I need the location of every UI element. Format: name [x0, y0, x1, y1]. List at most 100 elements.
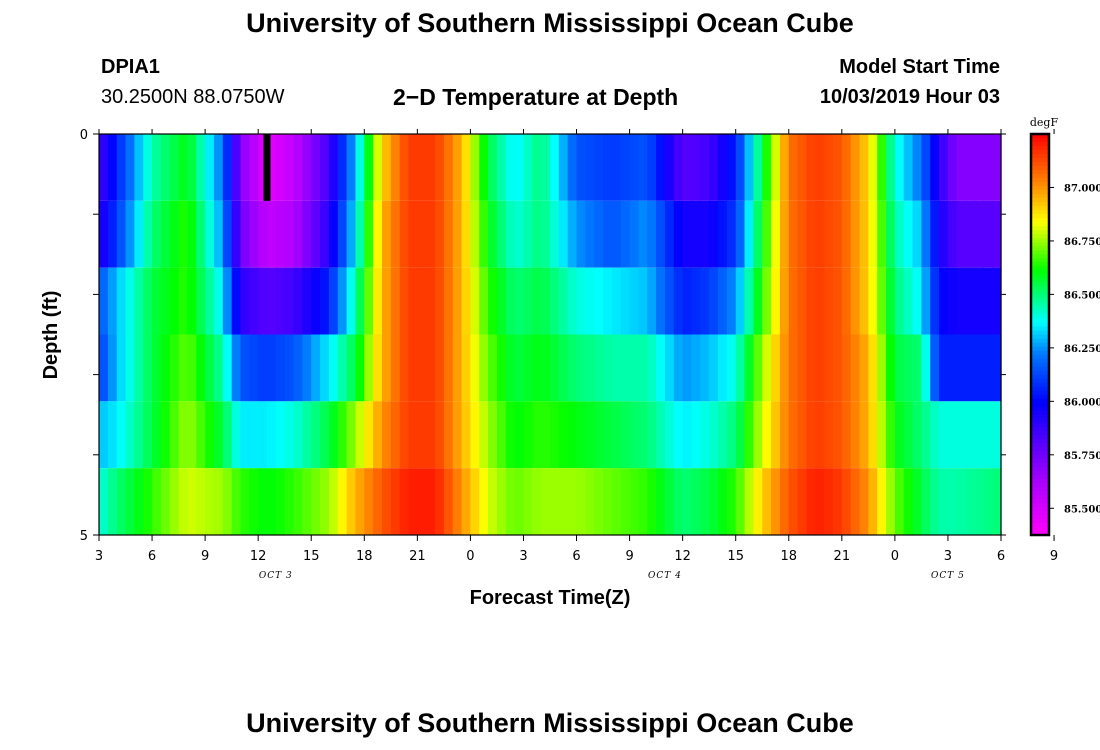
colorbar-segment: [1031, 466, 1049, 472]
heatmap-cell: [797, 468, 808, 535]
x-tick-label: 18: [356, 549, 373, 564]
x-tick-label: 21: [834, 549, 851, 564]
heatmap-cell: [293, 334, 303, 402]
heatmap-cell: [355, 334, 365, 402]
heatmap-cell: [231, 267, 242, 335]
heatmap-cell: [355, 267, 365, 335]
heatmap-cell: [956, 267, 967, 335]
heatmap-cell: [258, 401, 268, 469]
heatmap-cell: [611, 134, 622, 201]
heatmap-cell: [205, 334, 215, 402]
heatmap-cell: [249, 200, 259, 268]
heatmap-cell: [231, 401, 242, 469]
heatmap-cells: [99, 134, 1002, 535]
heatmap-cell: [939, 468, 949, 535]
heatmap-cell: [107, 468, 118, 535]
colorbar-segment: [1031, 198, 1049, 203]
heatmap-cell: [134, 334, 144, 402]
heatmap-cell: [983, 334, 993, 402]
heatmap-cell: [700, 200, 710, 268]
heatmap-cell: [718, 267, 728, 335]
heatmap-cell: [143, 334, 153, 402]
heatmap-cell: [974, 334, 984, 402]
heatmap-cell: [399, 134, 410, 201]
heatmap-cell: [939, 267, 949, 335]
heatmap-cell: [947, 267, 958, 335]
heatmap-cell: [735, 334, 746, 402]
heatmap-cell: [691, 334, 701, 402]
heatmap-cell: [744, 401, 754, 469]
colorbar-segment: [1031, 222, 1049, 227]
heatmap-cell: [788, 267, 799, 335]
heatmap-cell: [169, 134, 180, 201]
heatmap-cell: [346, 200, 357, 268]
colorbar-segment: [1031, 462, 1049, 468]
heatmap-cell: [850, 200, 861, 268]
colorbar-segment: [1031, 402, 1049, 408]
heatmap-cell: [974, 468, 984, 535]
heatmap-cell: [187, 200, 197, 268]
heatmap-cell: [682, 200, 693, 268]
heatmap-cell: [992, 334, 1002, 402]
heatmap-cell: [700, 334, 710, 402]
heatmap-cell: [921, 134, 931, 201]
heatmap-cell: [231, 334, 242, 402]
colorbar-segment: [1031, 350, 1049, 356]
heatmap-cell: [275, 468, 286, 535]
heatmap-cell: [435, 468, 445, 535]
heatmap-cell: [514, 334, 525, 402]
heatmap-cell: [488, 134, 498, 201]
heatmap-cell: [532, 267, 542, 335]
heatmap-cell: [779, 134, 790, 201]
heatmap-cell: [258, 468, 268, 535]
heatmap-cell: [187, 401, 197, 469]
heatmap-cell: [328, 134, 339, 201]
colorbar-segment: [1031, 414, 1049, 420]
heatmap-cell: [771, 468, 781, 535]
colorbar-segment: [1031, 214, 1049, 219]
colorbar-segment: [1031, 410, 1049, 416]
heatmap-cell: [965, 334, 976, 402]
colorbar-segment: [1031, 138, 1049, 143]
x-tick-label: 15: [727, 549, 744, 564]
heatmap-cell: [700, 468, 710, 535]
heatmap-cell: [859, 468, 869, 535]
colorbar-segment: [1031, 286, 1049, 291]
heatmap-cell: [390, 334, 401, 402]
colorbar-label: 85.500: [1064, 504, 1100, 515]
colorbar-segment: [1031, 346, 1049, 352]
heatmap-cell: [187, 134, 197, 201]
heatmap-cell: [859, 334, 869, 402]
heatmap-cell: [152, 267, 162, 335]
heatmap-cell: [762, 401, 772, 469]
y-axis-label: Depth (ft): [40, 291, 62, 380]
colorbar-segment: [1031, 430, 1049, 436]
colorbar-segment: [1031, 522, 1049, 528]
x-tick-label: 3: [944, 549, 952, 564]
heatmap-cell: [169, 200, 180, 268]
heatmap-cell: [364, 200, 374, 268]
heatmap-cell: [496, 267, 507, 335]
heatmap-cell: [408, 134, 418, 201]
colorbar-segment: [1031, 506, 1049, 512]
heatmap-cell: [505, 468, 516, 535]
heatmap-cell: [771, 334, 781, 402]
colorbar-segment: [1031, 342, 1049, 348]
heatmap-cell: [267, 200, 277, 268]
colorbar-segment: [1031, 438, 1049, 444]
colorbar-segment: [1031, 174, 1049, 179]
colorbar-segment: [1031, 386, 1049, 392]
heatmap-cell: [496, 134, 507, 201]
heatmap-cell: [939, 200, 949, 268]
heatmap-cell: [992, 134, 1002, 201]
heatmap-cell: [709, 267, 719, 335]
heatmap-cell: [125, 267, 135, 335]
heatmap-cell: [488, 401, 498, 469]
colorbar-segment: [1031, 194, 1049, 199]
plot-frame: [98, 133, 1002, 536]
missing-data-marker: [263, 134, 271, 201]
heatmap-cell: [638, 134, 648, 201]
heatmap-cell: [116, 267, 127, 335]
heatmap-cell: [399, 267, 410, 335]
heatmap-cell: [328, 401, 339, 469]
